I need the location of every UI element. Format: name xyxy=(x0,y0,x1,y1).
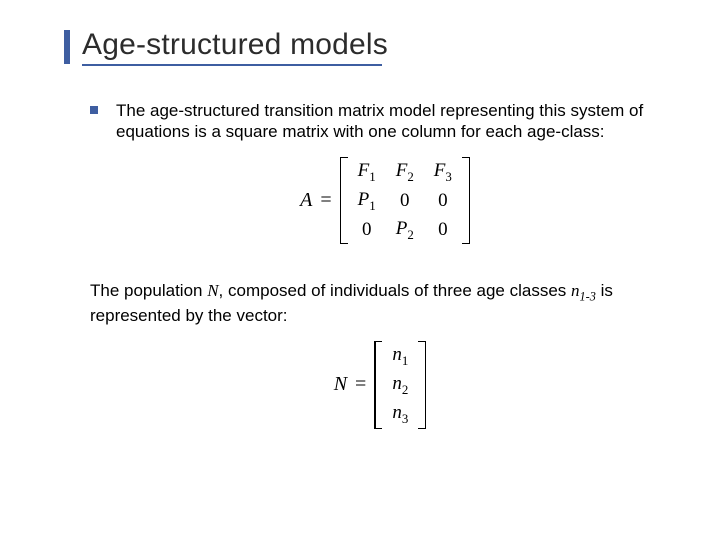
left-bracket-icon xyxy=(340,157,348,245)
bullet-icon xyxy=(90,106,98,114)
right-bracket-icon xyxy=(462,157,470,245)
bullet-text-1: The age-structured transition matrix mod… xyxy=(116,101,643,141)
para2-text-c: , composed of individuals of three age c… xyxy=(219,281,571,300)
right-bracket-icon-2 xyxy=(418,341,426,429)
para2-text-a: The population xyxy=(90,281,207,300)
body: The age-structured transition matrix mod… xyxy=(90,100,680,244)
matrix-A-table: F1 F2 F3 P1 0 0 0 P2 0 xyxy=(348,157,462,245)
equals-sign-2: = xyxy=(355,373,366,396)
title-row: Age-structured models xyxy=(82,28,690,66)
slide: Age-structured models The age-structured… xyxy=(0,0,720,540)
title-underline xyxy=(82,64,382,66)
page-title: Age-structured models xyxy=(82,28,690,62)
vector-N-table: n1 n2 n3 xyxy=(382,341,418,429)
bullet-paragraph-1: The age-structured transition matrix mod… xyxy=(90,100,680,143)
title-accent-bar xyxy=(64,30,70,64)
equals-sign: = xyxy=(320,189,331,212)
vector-N: n1 n2 n3 xyxy=(374,341,426,429)
matrix-equation-A: A = F1 F2 F3 P1 0 0 xyxy=(90,157,680,245)
paragraph-2: The population N, composed of individual… xyxy=(90,280,686,327)
para2-n: n xyxy=(571,281,580,300)
vector-lhs: N xyxy=(334,373,347,396)
matrix-lhs: A xyxy=(300,189,312,212)
para2-n-sub: 1-3 xyxy=(580,290,596,304)
vector-equation-N: N = n1 n2 n3 xyxy=(70,341,690,429)
left-bracket-icon-2 xyxy=(374,341,382,429)
matrix-A: F1 F2 F3 P1 0 0 0 P2 0 xyxy=(340,157,470,245)
para2-N: N xyxy=(207,281,218,300)
